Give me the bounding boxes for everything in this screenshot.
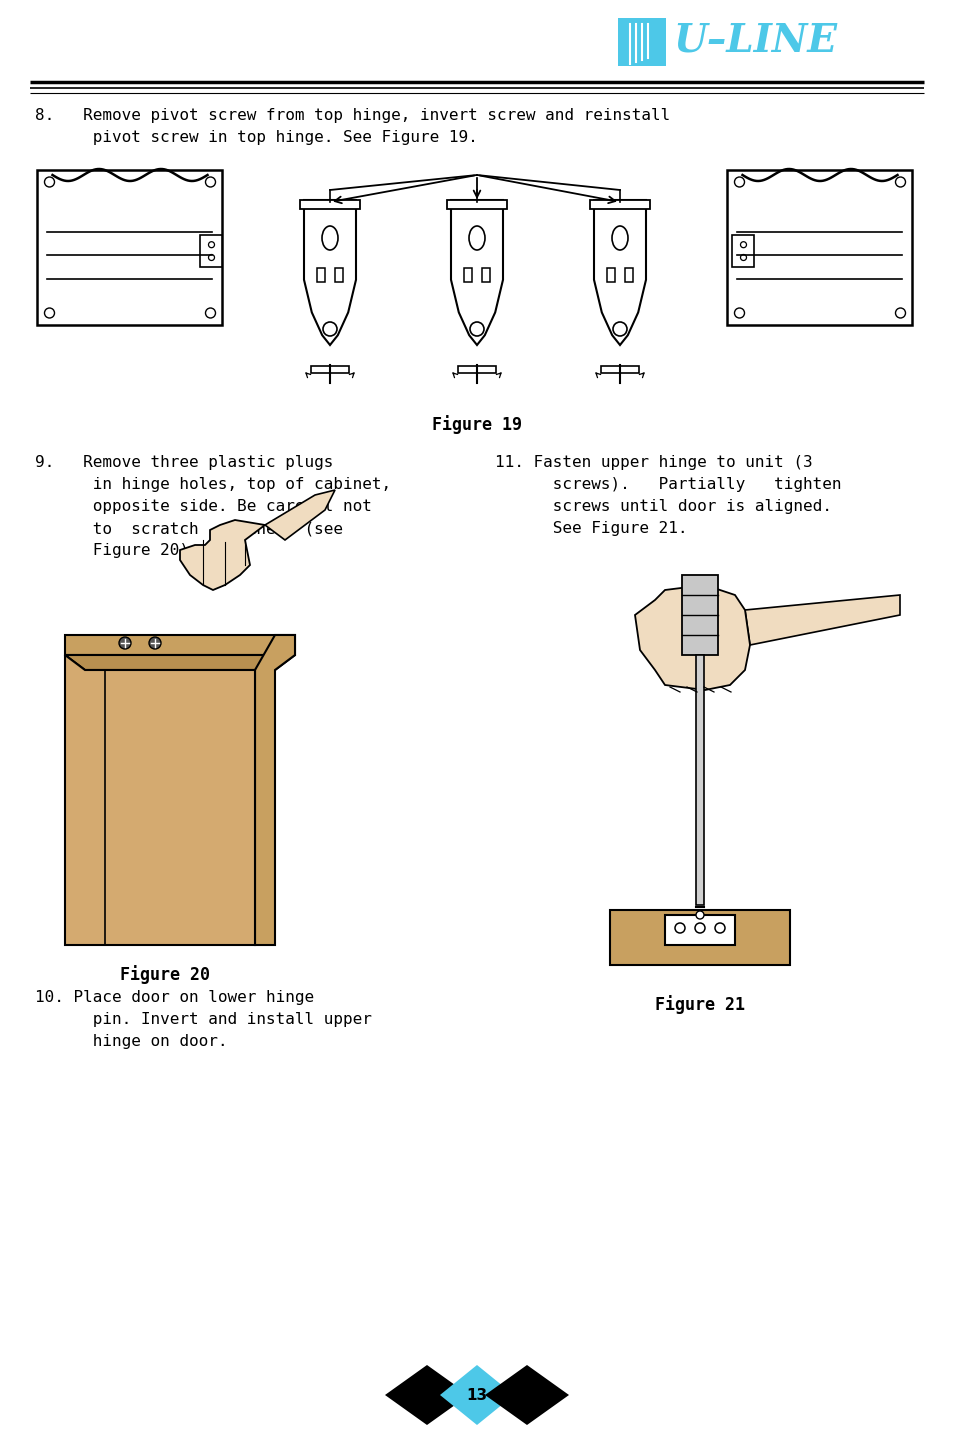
- Text: See Figure 21.: See Figure 21.: [495, 521, 687, 537]
- Text: screws).   Partially   tighten: screws). Partially tighten: [495, 477, 841, 492]
- Text: 11. Fasten upper hinge to unit (3: 11. Fasten upper hinge to unit (3: [495, 455, 812, 469]
- Bar: [727, 170, 911, 325]
- Polygon shape: [265, 489, 335, 539]
- Bar: [200, 235, 222, 268]
- Circle shape: [323, 322, 336, 336]
- Circle shape: [895, 177, 904, 187]
- Text: Figure 20).: Figure 20).: [35, 542, 198, 558]
- Text: 10. Place door on lower hinge: 10. Place door on lower hinge: [35, 990, 314, 1005]
- Text: opposite side. Be careful not: opposite side. Be careful not: [35, 499, 372, 514]
- Circle shape: [205, 177, 215, 187]
- Text: pivot screw in top hinge. See Figure 19.: pivot screw in top hinge. See Figure 19.: [35, 130, 477, 145]
- Polygon shape: [439, 1365, 514, 1425]
- Circle shape: [695, 923, 704, 933]
- Circle shape: [470, 322, 483, 336]
- Bar: [618, 19, 665, 66]
- Text: 13: 13: [466, 1388, 487, 1402]
- Circle shape: [205, 308, 215, 318]
- Bar: [447, 200, 506, 209]
- Polygon shape: [180, 519, 265, 590]
- Text: screws until door is aligned.: screws until door is aligned.: [495, 499, 831, 514]
- Ellipse shape: [322, 226, 337, 250]
- Bar: [481, 268, 490, 282]
- Circle shape: [45, 177, 54, 187]
- Circle shape: [740, 242, 745, 248]
- Ellipse shape: [469, 226, 484, 250]
- Text: in hinge holes, top of cabinet,: in hinge holes, top of cabinet,: [35, 477, 391, 492]
- Circle shape: [714, 923, 724, 933]
- Polygon shape: [451, 200, 502, 345]
- Circle shape: [149, 637, 161, 650]
- Ellipse shape: [612, 226, 627, 250]
- Bar: [37, 170, 222, 325]
- Text: pin. Invert and install upper: pin. Invert and install upper: [35, 1012, 372, 1027]
- Circle shape: [895, 308, 904, 318]
- Bar: [463, 268, 472, 282]
- Bar: [696, 655, 703, 904]
- Circle shape: [119, 637, 131, 650]
- Bar: [624, 268, 633, 282]
- Polygon shape: [304, 200, 355, 345]
- Bar: [732, 235, 754, 268]
- Text: hinge on door.: hinge on door.: [35, 1035, 227, 1049]
- Polygon shape: [594, 200, 645, 345]
- Bar: [311, 366, 349, 373]
- Text: 9.   Remove three plastic plugs: 9. Remove three plastic plugs: [35, 455, 333, 469]
- Circle shape: [209, 242, 214, 248]
- Bar: [589, 200, 649, 209]
- Circle shape: [209, 255, 214, 260]
- Bar: [600, 366, 639, 373]
- Text: U–LINE: U–LINE: [673, 21, 837, 59]
- Circle shape: [45, 308, 54, 318]
- Circle shape: [734, 308, 743, 318]
- Polygon shape: [65, 655, 254, 944]
- Bar: [457, 366, 496, 373]
- Polygon shape: [744, 595, 899, 645]
- Bar: [335, 268, 343, 282]
- Polygon shape: [254, 635, 294, 944]
- Circle shape: [740, 255, 745, 260]
- Text: Figure 19: Figure 19: [432, 415, 521, 434]
- Circle shape: [613, 322, 626, 336]
- Text: Figure 21: Figure 21: [655, 995, 744, 1015]
- Text: Figure 20: Figure 20: [120, 964, 210, 985]
- Polygon shape: [484, 1365, 568, 1425]
- Circle shape: [734, 177, 743, 187]
- Circle shape: [675, 923, 684, 933]
- Bar: [664, 914, 734, 944]
- Bar: [299, 200, 359, 209]
- Circle shape: [696, 912, 703, 919]
- Text: to  scratch  cabinet  (see: to scratch cabinet (see: [35, 521, 343, 537]
- Polygon shape: [635, 585, 749, 690]
- Polygon shape: [65, 635, 294, 655]
- Bar: [681, 575, 718, 655]
- Polygon shape: [385, 1365, 469, 1425]
- Text: 8.   Remove pivot screw from top hinge, invert screw and reinstall: 8. Remove pivot screw from top hinge, in…: [35, 107, 670, 123]
- Bar: [316, 268, 325, 282]
- Bar: [609, 910, 789, 964]
- Polygon shape: [65, 655, 294, 670]
- Bar: [606, 268, 615, 282]
